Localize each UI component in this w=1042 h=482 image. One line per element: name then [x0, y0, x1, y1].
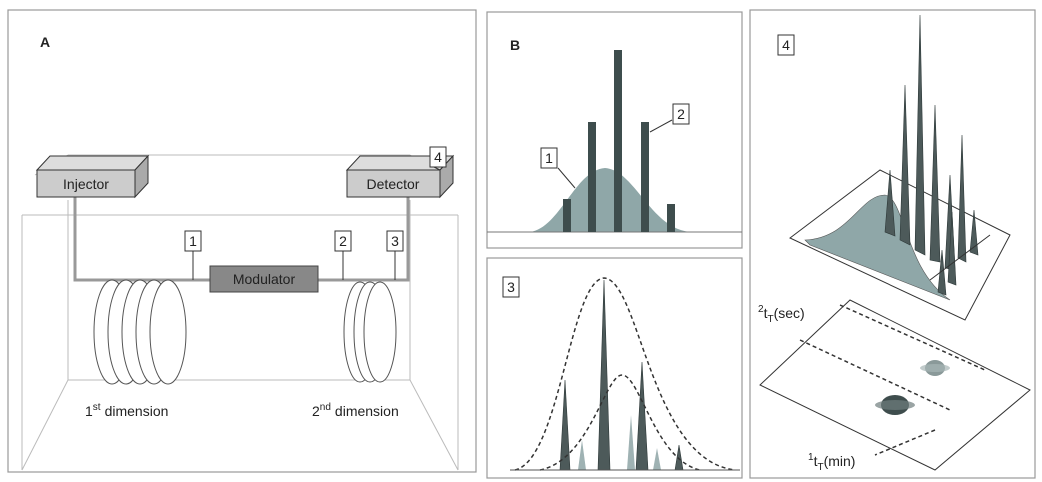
room-edge: [22, 380, 68, 470]
injector: Injector: [37, 156, 148, 197]
text: dimension: [105, 403, 169, 419]
modulated-slice: [667, 204, 675, 232]
leader: [558, 168, 575, 188]
first-dimension-peak: [530, 168, 690, 232]
axis-label: 2tT(sec): [758, 304, 805, 325]
peak: [958, 135, 966, 262]
modulator-label: Modulator: [233, 271, 296, 287]
panel-frame: [487, 258, 742, 478]
peak: [930, 105, 940, 262]
panel-frame: [8, 10, 476, 472]
modulator: Modulator: [210, 266, 318, 292]
peak: [636, 362, 648, 470]
marker: 1: [189, 233, 197, 249]
modulated-slice: [614, 50, 622, 232]
spot: [875, 400, 915, 410]
panel-label: 3: [507, 279, 515, 295]
peak: [900, 85, 910, 245]
coil-loop: [364, 282, 396, 382]
dimension-label: 2nd dimension: [312, 402, 399, 419]
second-column-coil: [344, 282, 396, 382]
spot: [920, 364, 950, 372]
modulated-slice: [588, 122, 596, 232]
number: 2: [312, 403, 320, 419]
axis-label: 1tT(min): [808, 452, 855, 473]
panel-label: 4: [782, 37, 790, 53]
detector-label: Detector: [367, 176, 420, 192]
dimension-label: 1st dimension: [85, 402, 168, 419]
unit: (sec): [774, 305, 805, 321]
panel-label: B: [510, 37, 520, 53]
peak: [578, 440, 586, 470]
marker: 2: [339, 233, 347, 249]
room-edge: [410, 380, 458, 470]
unit: (min): [824, 453, 856, 469]
marker: 3: [391, 233, 399, 249]
first-column-coil: [94, 280, 186, 384]
number: 1: [85, 403, 93, 419]
injector-label: Injector: [63, 176, 109, 192]
modulated-slice: [641, 122, 649, 232]
peak: [598, 280, 610, 470]
coil-loop: [150, 280, 186, 384]
envelope: [515, 278, 735, 470]
box-top: [37, 156, 148, 170]
modulated-slice: [563, 199, 571, 232]
peak: [627, 415, 635, 470]
peak: [915, 15, 925, 255]
peak: [675, 445, 683, 470]
text: dimension: [335, 403, 399, 419]
superscript: nd: [320, 402, 331, 413]
superscript: st: [93, 402, 101, 413]
panel-label: A: [40, 34, 50, 50]
marker: 4: [434, 149, 442, 165]
figure: A Injector Detector Modulator 1 2: [0, 0, 1042, 482]
marker: 1: [545, 150, 553, 166]
peak: [653, 448, 661, 470]
marker: 2: [677, 106, 685, 122]
leader: [650, 120, 672, 132]
